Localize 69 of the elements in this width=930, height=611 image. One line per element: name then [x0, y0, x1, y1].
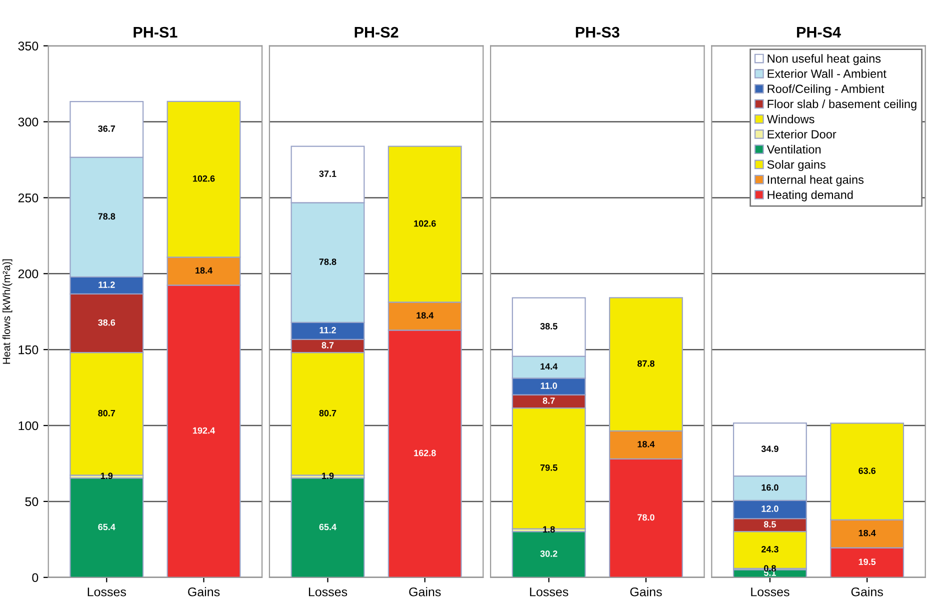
data-label: 63.6 — [858, 468, 876, 474]
data-label: 8.7 — [322, 342, 334, 348]
data-label: 34.9 — [761, 446, 778, 452]
legend-label: Heating demand — [768, 190, 853, 202]
data-label: 79.5 — [540, 464, 558, 471]
y-tick-label: 50 — [25, 497, 38, 506]
data-label: 19.5 — [858, 558, 876, 566]
y-tick-label: 250 — [18, 194, 38, 202]
y-tick-label: 200 — [18, 269, 38, 278]
y-tick-label: 100 — [18, 421, 38, 430]
data-label: 80.7 — [98, 410, 116, 416]
data-label: 65.4 — [319, 524, 336, 530]
data-label: 38.5 — [540, 323, 558, 330]
data-label: 102.6 — [193, 175, 215, 182]
data-label: 78.0 — [638, 514, 654, 521]
data-label: 18.4 — [196, 267, 212, 274]
y-tick-label: 300 — [18, 118, 38, 126]
legend-label: Floor slab / basement ceiling — [768, 100, 916, 111]
chart-title: PH-S1 — [134, 26, 178, 38]
data-label: 8.7 — [542, 397, 555, 404]
data-label: 38.6 — [98, 319, 116, 326]
data-label: 80.7 — [319, 410, 336, 416]
data-label: 24.3 — [761, 546, 778, 552]
data-label: 78.8 — [319, 258, 336, 265]
data-label: 8.5 — [764, 521, 776, 528]
data-label: 102.6 — [414, 220, 436, 227]
data-label: 12.0 — [762, 506, 778, 512]
x-tick-label: Gains — [409, 587, 441, 596]
x-tick-label: Gains — [630, 587, 662, 596]
legend-label: Exterior Door — [768, 130, 836, 138]
data-label: 11.2 — [320, 326, 336, 334]
x-tick-label: Losses — [530, 588, 568, 596]
x-tick-label: Losses — [88, 588, 126, 596]
legend-label: Windows — [766, 114, 814, 124]
x-tick-label: Losses — [308, 588, 348, 596]
legend-label: Solar gains — [767, 160, 826, 172]
data-label: 18.4 — [638, 440, 655, 448]
data-label: 30.2 — [540, 550, 558, 557]
data-label: 37.1 — [319, 170, 336, 177]
chart-title: PH-S2 — [354, 26, 398, 38]
legend-label: Roof/Ceiling - Ambient — [768, 84, 884, 96]
data-label: 87.8 — [637, 360, 654, 367]
y-tick-label: 150 — [18, 345, 38, 354]
data-label: 18.4 — [858, 530, 876, 536]
data-label: 78.8 — [98, 213, 116, 220]
data-label: 11.2 — [98, 282, 115, 288]
data-label: 14.4 — [540, 363, 558, 370]
legend-label: Non useful heat gains — [768, 54, 881, 66]
legend-label: Exterior Wall - Ambient — [768, 69, 886, 78]
chart-title: PH-S3 — [576, 26, 620, 38]
x-tick-label: Losses — [751, 588, 790, 596]
data-label: 36.7 — [98, 125, 116, 132]
legend-label: Ventilation — [766, 144, 821, 154]
data-label: 1.9 — [100, 472, 113, 480]
y-tick-label: 350 — [18, 42, 38, 50]
data-label: 162.8 — [414, 450, 436, 456]
data-label: 16.0 — [762, 484, 778, 491]
data-label: 1.9 — [322, 472, 334, 480]
data-label: 18.4 — [416, 312, 434, 319]
data-label: 1.8 — [543, 526, 555, 533]
x-tick-label: Gains — [188, 587, 220, 596]
y-axis-title: Heat flows [kWh/(m²a)] — [2, 259, 12, 364]
x-tick-label: Gains — [851, 587, 883, 596]
y-tick-label: 0 — [32, 573, 38, 582]
data-label: 65.4 — [98, 524, 116, 530]
chart-title: PH-S4 — [797, 26, 841, 38]
legend-label: Internal heat gains — [768, 175, 864, 186]
data-label: 11.0 — [540, 382, 558, 389]
data-label: 192.4 — [193, 427, 216, 434]
